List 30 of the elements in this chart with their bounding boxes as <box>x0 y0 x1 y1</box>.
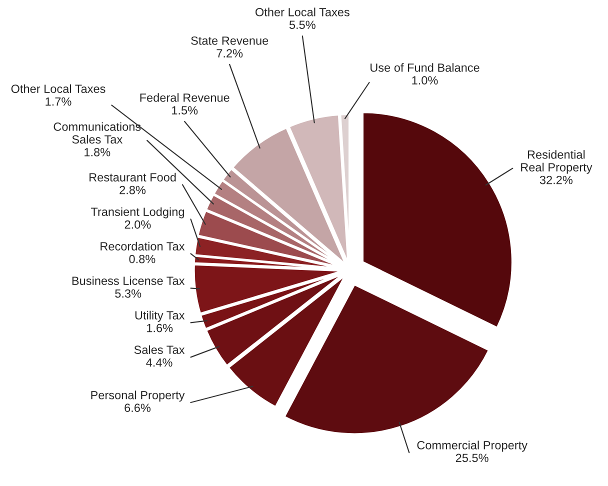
data-label: 32.2% <box>540 176 573 184</box>
data-label: 6.6% <box>124 404 151 412</box>
data-label: 25.5% <box>456 454 488 462</box>
slice-label: State Revenue <box>191 36 268 45</box>
data-label: 5.5% <box>289 20 316 30</box>
data-label: 2.0% <box>124 220 151 229</box>
data-label: 7.2% <box>216 49 243 58</box>
slice-label: Recordation Tax <box>100 242 185 250</box>
slice-label: Restaurant Food <box>90 172 176 182</box>
data-label: 1.5% <box>172 106 198 115</box>
data-label: 5.3% <box>115 289 142 298</box>
slice-label: Commercial Property <box>417 440 528 452</box>
slice-label: Residential Real Property <box>521 150 592 174</box>
slice-label: Personal Property <box>91 390 185 402</box>
slice-label: Communications Sales Tax <box>54 122 141 144</box>
data-label: 1.7% <box>46 97 72 106</box>
data-label: 0.8% <box>129 254 156 264</box>
data-label: 2.8% <box>120 186 146 194</box>
data-label: 1.0% <box>412 76 438 85</box>
slice-label: Sales Tax <box>134 345 185 354</box>
slice-label: Other Local Taxes <box>11 84 106 93</box>
slice-label: Federal Revenue <box>140 93 230 102</box>
data-label: 4.4% <box>146 358 172 367</box>
data-label: 1.8% <box>84 148 110 156</box>
slice-label: Other Local Taxes <box>256 8 350 16</box>
slice-label: Use of Fund Balance <box>370 63 480 72</box>
data-label: 1.6% <box>147 324 173 332</box>
slice-label: Utility Tax <box>135 310 185 322</box>
slice-label: Business License Tax <box>72 276 185 285</box>
slice-label: Transient Lodging <box>90 207 184 218</box>
